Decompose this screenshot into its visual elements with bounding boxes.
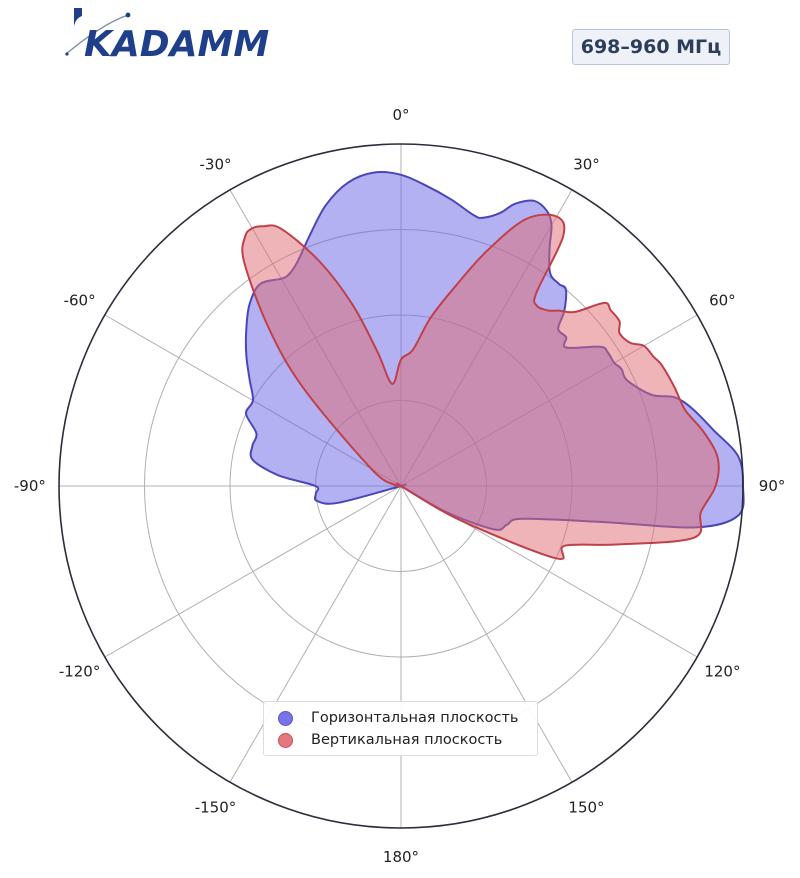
angular-gridline bbox=[229, 485, 402, 783]
logo-wordmark: KADAMM bbox=[84, 24, 269, 64]
angle-tick-label: 30° bbox=[573, 156, 600, 174]
angle-tick-label: -150° bbox=[195, 798, 237, 816]
angle-tick-label: 120° bbox=[704, 663, 740, 681]
angle-ticks: 0° 30° 60° 90° 120° 150° 180° -150° -120° -90° -60… bbox=[14, 106, 785, 866]
kadamm-logo: KADAMM bbox=[65, 8, 269, 64]
angle-tick-label: 90° bbox=[759, 477, 786, 495]
legend-label-horizontal: Горизонтальная плоскость bbox=[311, 710, 519, 726]
angle-tick-label: -30° bbox=[200, 156, 232, 174]
polar-frame bbox=[58, 143, 744, 829]
legend-item-vertical[interactable]: Вертикальная плоскость bbox=[278, 729, 537, 751]
angle-tick-label: -120° bbox=[59, 663, 101, 681]
angular-gridline bbox=[400, 485, 573, 783]
series-area-vertical bbox=[241, 213, 720, 561]
angle-tick-label: 150° bbox=[568, 798, 604, 816]
legend: Горизонтальная плоскость Вертикальная пл… bbox=[263, 701, 538, 756]
legend-marker-horizontal bbox=[278, 710, 293, 726]
legend-marker-vertical bbox=[278, 732, 293, 748]
legend-item-horizontal[interactable]: Горизонтальная плоскость bbox=[278, 707, 537, 729]
angle-tick-label: 180° bbox=[383, 848, 419, 866]
legend-label-vertical: Вертикальная плоскость bbox=[311, 732, 503, 748]
series-layer bbox=[241, 171, 745, 561]
angle-tick-label: 0° bbox=[392, 106, 409, 124]
angle-tick-label: -60° bbox=[64, 292, 96, 310]
frequency-band-badge: 698–960 МГц bbox=[572, 29, 730, 65]
angle-tick-label: -90° bbox=[14, 477, 46, 495]
angular-gridline bbox=[104, 485, 402, 658]
angle-tick-label: 60° bbox=[709, 292, 736, 310]
